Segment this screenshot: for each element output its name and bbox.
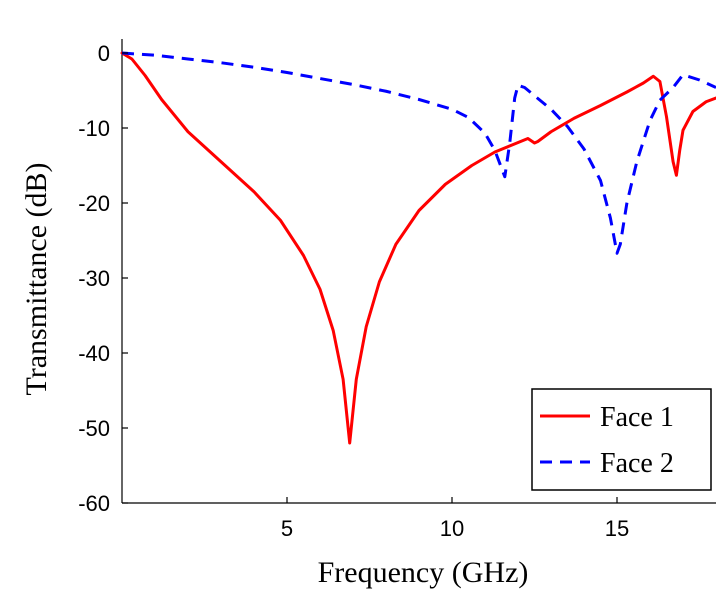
y-tick-label: -20 [78, 191, 110, 216]
curves-group [120, 51, 716, 445]
x-tick-label: 10 [440, 516, 464, 541]
legend-label-face-1: Face 1 [600, 402, 674, 433]
y-tick-label: -60 [78, 491, 110, 516]
y-axis-label: Transmittance (dB) [20, 162, 53, 395]
series-line-face-2 [121, 51, 716, 255]
legend-box [531, 388, 712, 491]
y-tick-label: -10 [78, 116, 110, 141]
x-tick-label: 5 [281, 516, 293, 541]
legend: Face 1 Face 2 [531, 388, 712, 491]
y-tick-label: 0 [98, 41, 110, 66]
ticks-group: 0 -10 -20 -30 -40 -50 -60 5 10 15 [78, 41, 629, 541]
y-tick-label: -50 [78, 416, 110, 441]
y-tick-label: -30 [78, 266, 110, 291]
x-tick-label: 15 [605, 516, 629, 541]
y-tick-label: -40 [78, 341, 110, 366]
legend-label-face-2: Face 2 [600, 448, 674, 479]
series-line-face-1 [120, 51, 716, 445]
x-axis-label: Frequency (GHz) [318, 556, 529, 589]
